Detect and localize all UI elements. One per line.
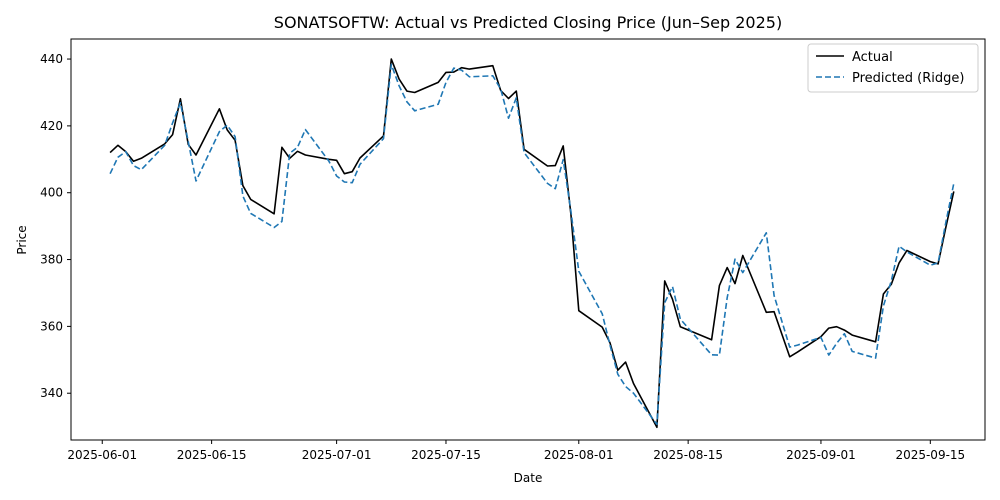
y-tick-label: 440 xyxy=(40,52,63,66)
x-axis: 2025-06-01 2025-06-15 2025-07-01 2025-07-15… xyxy=(67,440,965,462)
y-tick-label: 360 xyxy=(40,319,63,333)
series-layer xyxy=(109,58,955,429)
y-tick-label: 420 xyxy=(40,119,63,133)
x-axis-title: Date xyxy=(514,471,543,485)
series-line-predicted xyxy=(109,63,955,426)
x-tick-label: 2025-07-15 xyxy=(411,448,481,462)
plot-area: 2025-06-01 2025-06-15 2025-07-01 2025-07-15… xyxy=(40,38,986,462)
x-tick-label: 2025-09-15 xyxy=(895,448,965,462)
y-axis: 340 360 380 400 420 440 xyxy=(40,52,71,400)
x-tick-label: 2025-07-01 xyxy=(302,448,372,462)
x-tick-label: 2025-08-15 xyxy=(653,448,723,462)
x-tick-label: 2025-08-01 xyxy=(544,448,614,462)
legend: Actual Predicted (Ridge) xyxy=(807,43,979,93)
chart-title: SONATSOFTW: Actual vs Predicted Closing … xyxy=(274,13,782,32)
legend-label-actual: Actual xyxy=(852,50,893,65)
y-tick-label: 340 xyxy=(40,386,63,400)
x-tick-label: 2025-06-01 xyxy=(67,448,137,462)
x-tick-label: 2025-06-15 xyxy=(177,448,247,462)
plot-frame xyxy=(70,38,986,441)
y-tick-label: 400 xyxy=(40,186,63,200)
legend-frame xyxy=(807,43,979,93)
y-tick-label: 380 xyxy=(40,253,63,267)
y-axis-title: Price xyxy=(15,225,29,254)
x-tick-label: 2025-09-01 xyxy=(786,448,856,462)
legend-label-predicted: Predicted (Ridge) xyxy=(852,71,964,86)
series-line-actual xyxy=(109,58,955,429)
